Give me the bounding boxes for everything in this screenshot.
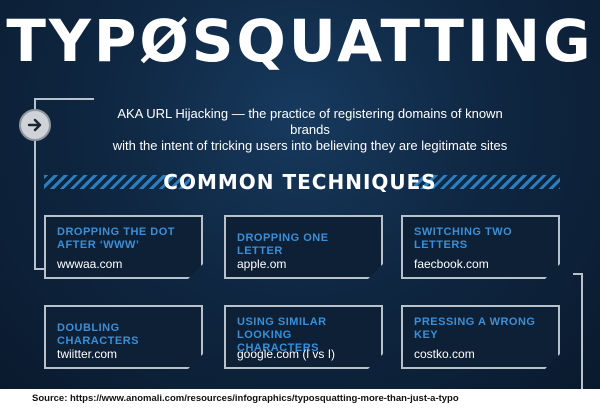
technique-card: SWITCHING TWO LETTERS faecbook.com	[401, 215, 560, 279]
technique-example: faecbook.com	[414, 257, 489, 271]
source-caption-text: Source: https://www.anomali.com/resource…	[32, 393, 459, 404]
technique-label: DROPPING THE DOT AFTER ‘WWW’	[57, 226, 176, 251]
technique-label: DOUBLING CHARACTERS	[57, 322, 139, 347]
source-caption: Source: https://www.anomali.com/resource…	[0, 389, 600, 409]
technique-example: wwwaa.com	[57, 257, 123, 271]
section-title: COMMON TECHNIQUES	[163, 170, 437, 194]
hatch-left	[44, 175, 190, 189]
technique-example: twiitter.com	[57, 347, 118, 361]
technique-label: PRESSING A WRONG KEY	[414, 316, 536, 341]
infographic: TYPØSQUATTING AKA URL Hijacking — the pr…	[0, 0, 600, 389]
subtitle-line-2: with the intent of tricking users into b…	[112, 138, 508, 153]
technique-card: PRESSING A WRONG KEY costko.com	[401, 305, 560, 369]
technique-card: DROPPING ONE LETTER apple.om	[224, 215, 383, 279]
arrow-right-icon	[27, 118, 42, 132]
technique-label: USING SIMILAR LOOKING CHARACTERS	[237, 316, 327, 354]
technique-card: DOUBLING CHARACTERS twiitter.com	[44, 305, 203, 369]
technique-example: apple.om	[237, 257, 287, 271]
technique-example: costko.com	[414, 347, 475, 361]
subtitle-line-1: AKA URL Hijacking — the practice of regi…	[117, 106, 503, 137]
technique-example: google.com (l vs I)	[237, 347, 336, 361]
hatch-right	[414, 175, 560, 189]
technique-label: DROPPING ONE LETTER	[237, 232, 329, 257]
technique-label: SWITCHING TWO LETTERS	[414, 226, 513, 251]
arrow-badge	[19, 109, 51, 141]
technique-card: DROPPING THE DOT AFTER ‘WWW’ wwwaa.com	[44, 215, 203, 279]
page-title: TYPØSQUATTING	[6, 7, 594, 75]
subtitle: AKA URL Hijacking — the practice of regi…	[100, 106, 520, 154]
technique-card: USING SIMILAR LOOKING CHARACTERS google.…	[224, 305, 383, 369]
